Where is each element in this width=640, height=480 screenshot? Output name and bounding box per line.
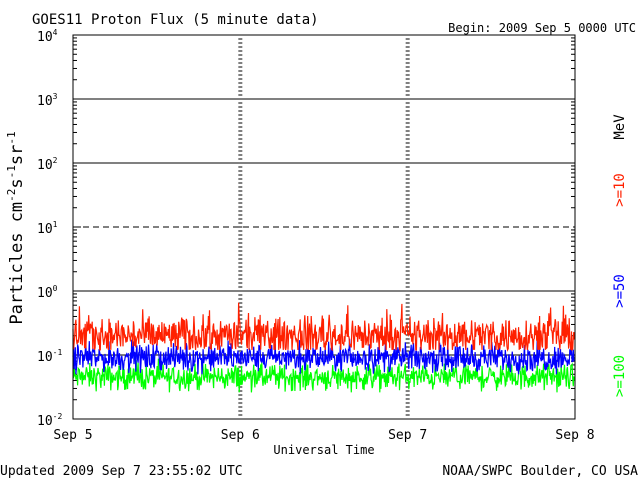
y-tick-base: 10 — [37, 222, 53, 237]
y-axis-label-s: s — [7, 178, 27, 188]
reference-lines — [73, 98, 575, 356]
legend-entry: >=10 — [612, 173, 628, 207]
y-tick-label: 102 — [37, 156, 58, 173]
updated-timestamp: Updated 2009 Sep 7 23:55:02 UTC — [0, 464, 243, 479]
data-series-group — [72, 302, 575, 393]
unit-label: MeV — [612, 114, 628, 140]
y-tick-exponent: 1 — [53, 220, 58, 229]
legend-entry: >=50 — [612, 274, 628, 308]
y-tick-label: 104 — [37, 28, 58, 45]
y-tick-label: 10-2 — [37, 412, 62, 429]
y-axis-label-sup1: -2 — [5, 189, 18, 202]
x-tick-labels: Sep 5 Sep 6 Sep 7 Sep 8 — [53, 428, 594, 443]
y-tick-exponent: -1 — [53, 348, 63, 357]
day-tick-marks — [238, 34, 410, 416]
y-tick-label: 101 — [37, 220, 58, 237]
y-tick-base: 10 — [37, 350, 53, 365]
y-axis-label-sr: sr — [7, 145, 27, 165]
y-tick-exponent: 3 — [53, 92, 58, 101]
plot-frame — [72, 34, 576, 420]
y-tick-base: 10 — [37, 94, 53, 109]
y-tick-exponent: 2 — [53, 156, 58, 165]
series-legend: >=10 >=50 >=100 — [612, 173, 628, 397]
y-tick-label: 103 — [37, 92, 58, 109]
y-axis-label-sup3: -1 — [5, 131, 18, 144]
y-tick-exponent: 4 — [53, 28, 58, 37]
series-line — [72, 302, 575, 353]
y-axis-label-sup2: -1 — [5, 165, 18, 178]
x-tick-label: Sep 7 — [388, 428, 427, 443]
y-tick-label: 10-1 — [37, 348, 62, 365]
y-tick-label: 100 — [37, 284, 58, 301]
x-tick-label: Sep 5 — [53, 428, 92, 443]
y-axis-label-main: Particles cm — [7, 202, 27, 325]
minor-tick-marks — [73, 37, 575, 420]
series-line — [72, 358, 575, 393]
y-axis-label: Particles cm-2s-1sr-1 — [5, 131, 27, 324]
begin-time-label: Begin: 2009 Sep 5 0000 UTC — [448, 21, 636, 35]
credit-label: NOAA/SWPC Boulder, CO USA — [442, 464, 638, 479]
y-tick-base: 10 — [37, 414, 53, 429]
legend-entry: >=100 — [612, 355, 628, 397]
y-tick-exponent: 0 — [53, 284, 58, 293]
x-tick-label: Sep 8 — [555, 428, 594, 443]
x-axis-label: Universal Time — [273, 443, 374, 457]
y-tick-base: 10 — [37, 286, 53, 301]
x-tick-label: Sep 6 — [221, 428, 260, 443]
chart-title: GOES11 Proton Flux (5 minute data) — [32, 12, 319, 28]
y-tick-base: 10 — [37, 158, 53, 173]
y-tick-base: 10 — [37, 30, 53, 45]
y-tick-exponent: -2 — [53, 412, 63, 421]
